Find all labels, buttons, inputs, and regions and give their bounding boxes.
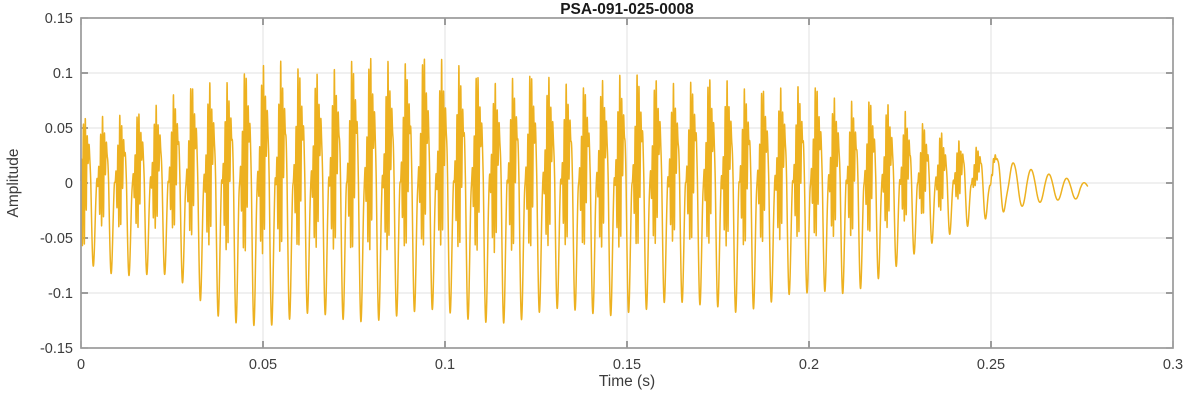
x-tick-label-0: 0 [77, 357, 85, 373]
x-tick-label-0.25: 0.25 [977, 357, 1005, 373]
x-tick-label-0.2: 0.2 [799, 357, 819, 373]
x-tick-label-0.3: 0.3 [1163, 357, 1183, 373]
y-tick-label-0: 0 [65, 176, 73, 192]
y-tick-label-0.1: 0.1 [53, 66, 73, 82]
x-tick-label-0.15: 0.15 [613, 357, 641, 373]
x-tick-label-0.05: 0.05 [249, 357, 277, 373]
y-tick-label--0.1: -0.1 [48, 286, 73, 302]
waveform-trace [80, 57, 1089, 327]
x-tick-labels: 0 0.05 0.1 0.15 0.2 0.25 0.3 [77, 357, 1183, 373]
y-tick-label-0.15: 0.15 [45, 11, 73, 27]
x-axis-label: Time (s) [598, 373, 656, 390]
y-tick-label-0.05: 0.05 [45, 121, 73, 137]
y-tick-label--0.05: -0.05 [40, 231, 73, 247]
y-axis-label: Amplitude [5, 148, 22, 218]
y-tick-labels: -0.15 -0.1 -0.05 0 0.05 0.1 0.15 [40, 11, 73, 357]
chart-title: PSA-091-025-0008 [560, 1, 694, 18]
y-tick-label--0.15: -0.15 [40, 341, 73, 357]
x-tick-label-0.1: 0.1 [435, 357, 455, 373]
plot-border [80, 17, 1174, 349]
